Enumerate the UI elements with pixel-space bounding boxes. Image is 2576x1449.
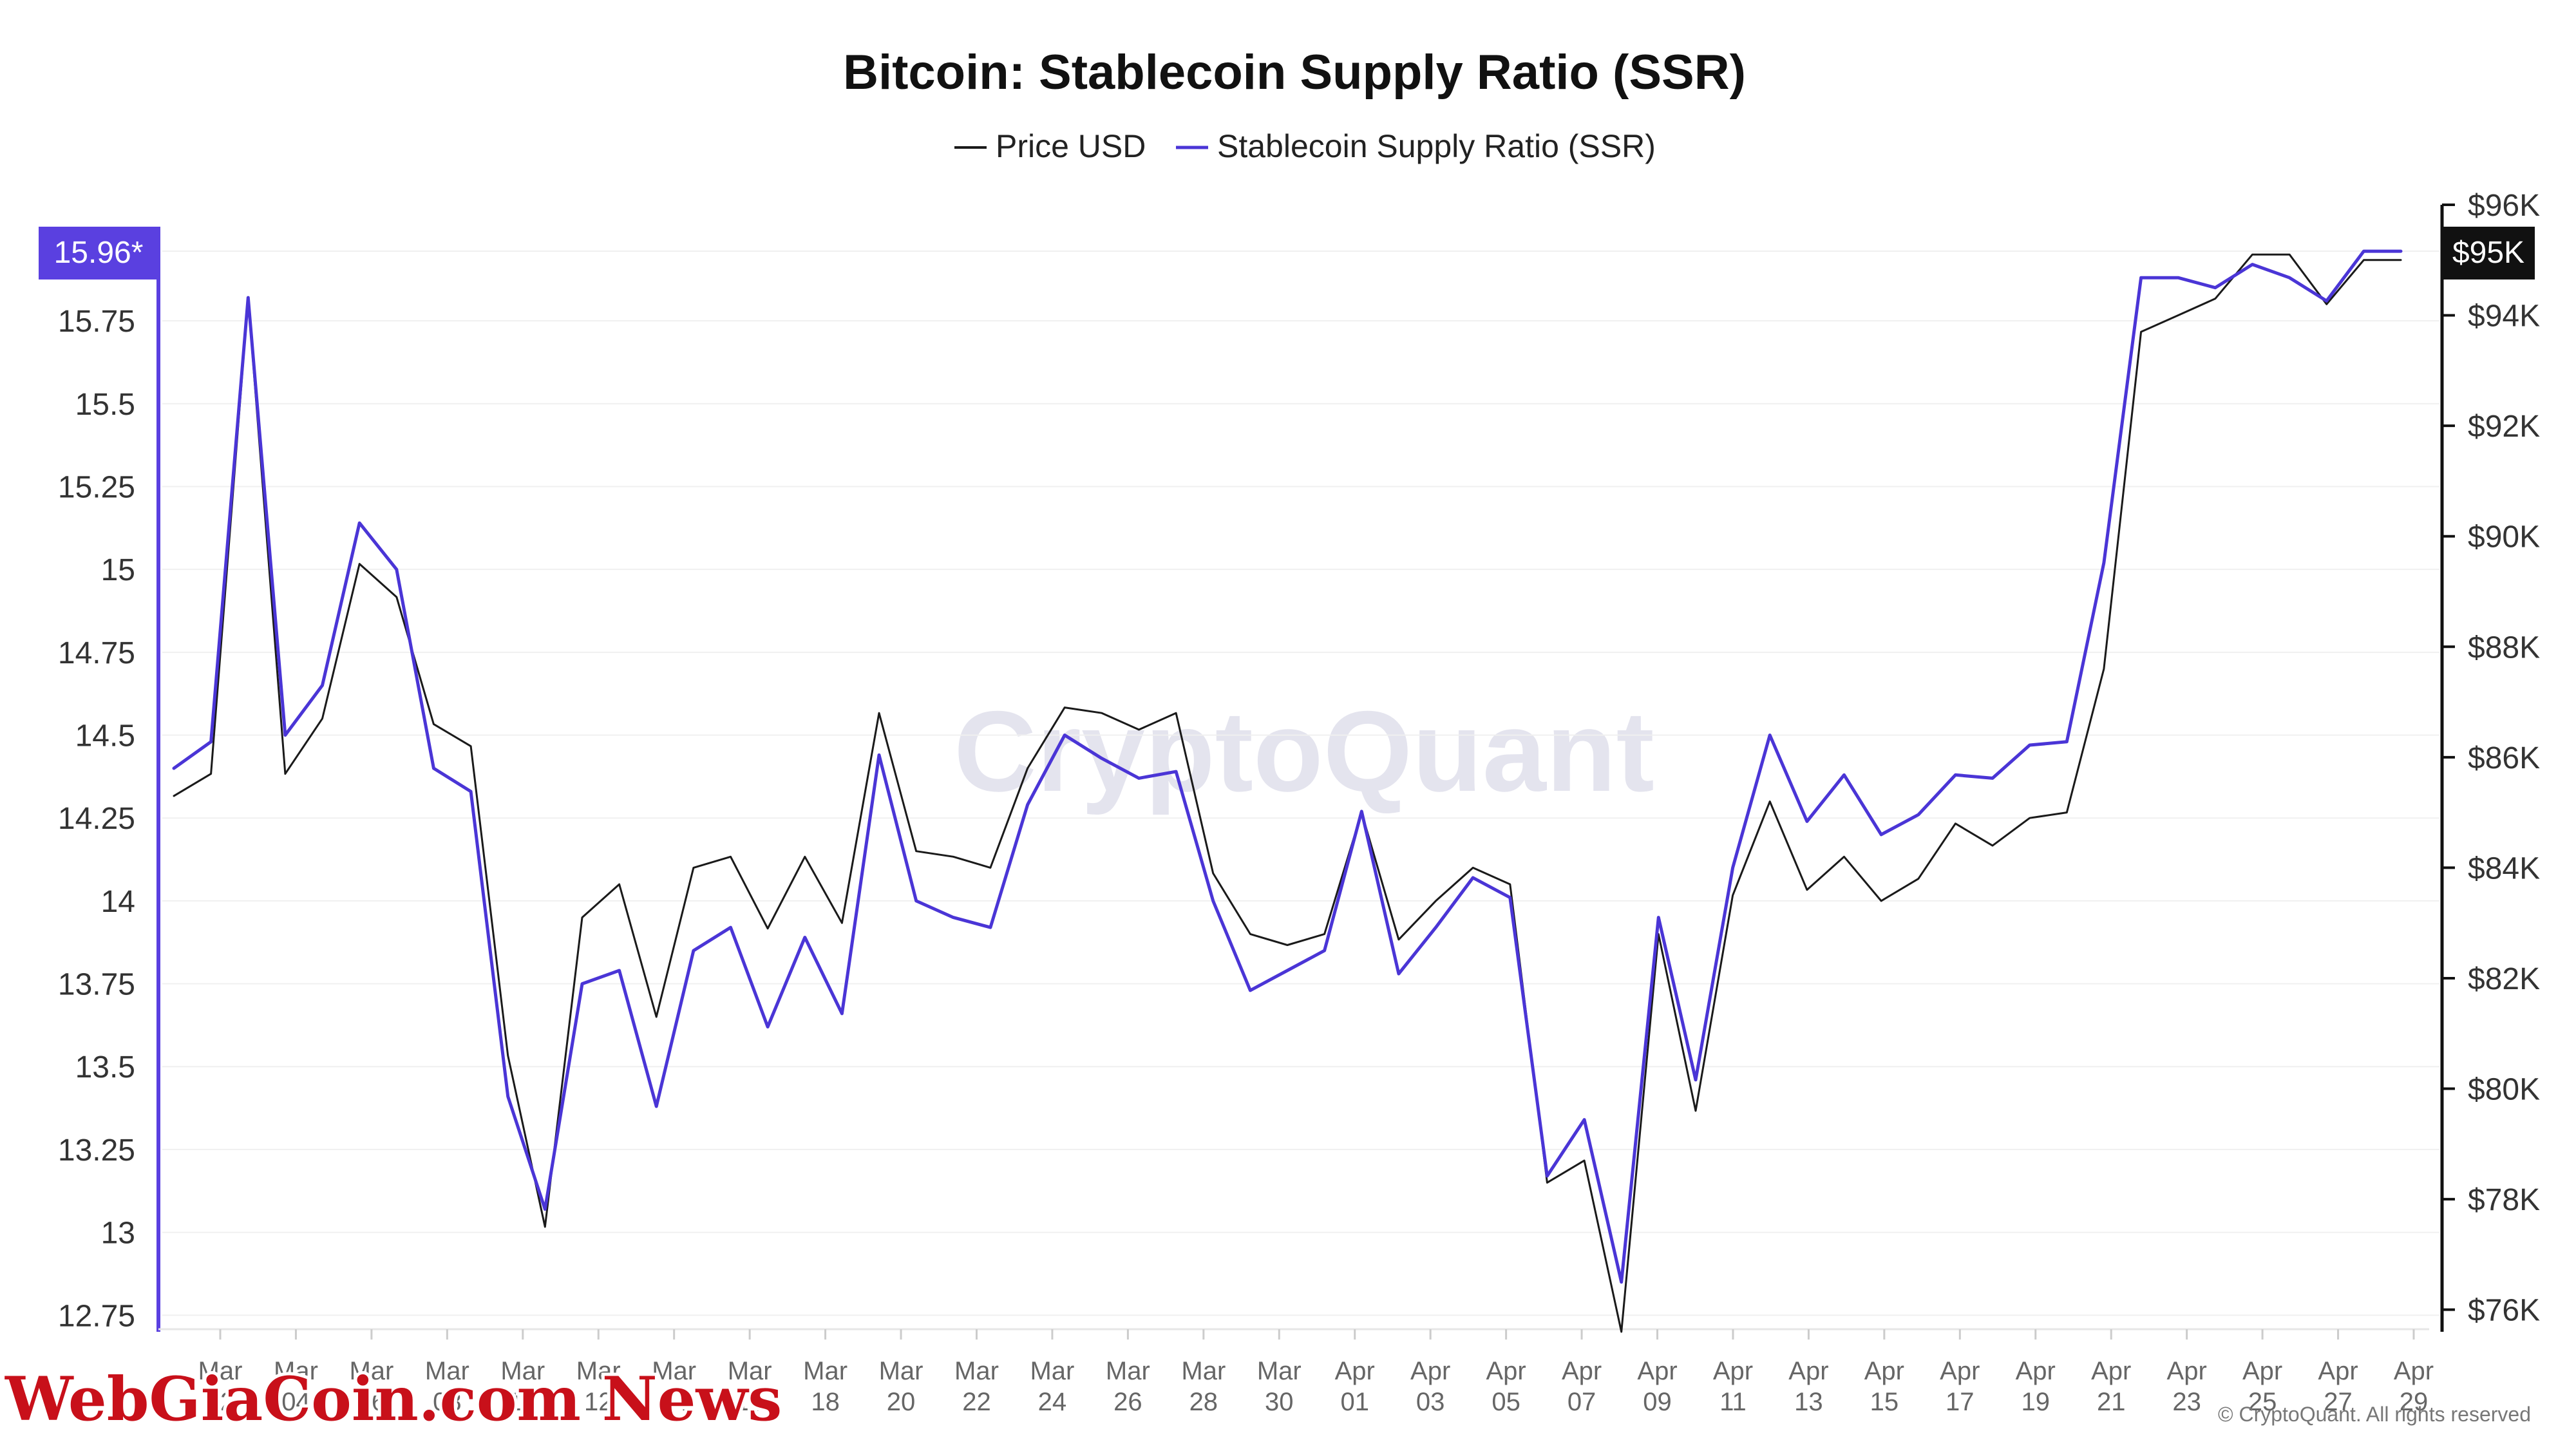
right-tick-label: $90K bbox=[2468, 520, 2540, 554]
x-tick-label: Mar 26 bbox=[1106, 1357, 1150, 1416]
right-tick-label: $96K bbox=[2468, 189, 2540, 223]
x-tick-label: Apr 15 bbox=[1864, 1357, 1904, 1416]
right-current-badge-label: $95K bbox=[2452, 236, 2524, 270]
series-line-price bbox=[173, 253, 2402, 1333]
grid bbox=[162, 251, 2439, 1316]
x-tick-label: Mar 18 bbox=[803, 1357, 848, 1416]
left-tick-label: 15.75 bbox=[58, 305, 135, 339]
x-tick-label: Apr 19 bbox=[2016, 1357, 2056, 1416]
left-tick-label: 13 bbox=[101, 1217, 135, 1251]
left-tick-label: 15 bbox=[101, 553, 135, 587]
left-tick-label: 13.5 bbox=[75, 1050, 135, 1084]
left-tick-label: 12.75 bbox=[58, 1299, 135, 1333]
x-tick-label: Apr 05 bbox=[1486, 1357, 1526, 1416]
right-tick-label: $78K bbox=[2468, 1183, 2540, 1217]
right-tick-label: $92K bbox=[2468, 410, 2540, 444]
x-tick-label: Apr 07 bbox=[1562, 1357, 1602, 1416]
x-tick-label: Apr 01 bbox=[1335, 1357, 1375, 1416]
x-tick-label: Mar 24 bbox=[1030, 1357, 1074, 1416]
x-tick-label: Apr 17 bbox=[1940, 1357, 1980, 1416]
right-tick-label: $84K bbox=[2468, 851, 2540, 886]
left-tick-label: 13.25 bbox=[58, 1133, 135, 1168]
x-tick-label: Mar 20 bbox=[879, 1357, 923, 1416]
right-tick-label: $88K bbox=[2468, 630, 2540, 665]
right-current-badge: $95K bbox=[2442, 227, 2535, 279]
series-line-ssr bbox=[172, 249, 2403, 1284]
left-current-badge: 15.96* bbox=[39, 227, 158, 279]
x-tick-label: Mar 04 bbox=[274, 1357, 318, 1416]
x-tick-label: Mar 30 bbox=[1257, 1357, 1302, 1416]
series-layer bbox=[172, 249, 2403, 1333]
legend-label-price: Price USD bbox=[996, 128, 1146, 164]
legend: Price USD Stablecoin Supply Ratio (SSR) bbox=[954, 128, 1656, 164]
x-tick-label: Mar 14 bbox=[652, 1357, 696, 1416]
x-tick-label: Apr 03 bbox=[1410, 1357, 1450, 1416]
left-axis-ticks: 12.75 13 13.25 13.5 13.75 14 14.25 14.5 14.75 15 1… bbox=[58, 305, 135, 1333]
x-tick-label: Mar 02 bbox=[198, 1357, 243, 1416]
left-tick-label: 14.75 bbox=[58, 636, 135, 670]
left-tick-label: 15.25 bbox=[58, 471, 135, 505]
right-tick-label: $80K bbox=[2468, 1073, 2540, 1107]
x-tick-label: Mar 12 bbox=[576, 1357, 621, 1416]
x-tick-label: Mar 06 bbox=[349, 1357, 393, 1416]
x-tick-label: Apr 11 bbox=[1713, 1357, 1753, 1416]
x-tick-label: Apr 13 bbox=[1788, 1357, 1828, 1416]
x-tick-label: Mar 08 bbox=[425, 1357, 469, 1416]
overlay-logo-text: WebGiaCoin.com News bbox=[5, 1364, 782, 1435]
left-tick-label: 13.75 bbox=[58, 968, 135, 1002]
right-tick-label: $82K bbox=[2468, 962, 2540, 996]
x-tick-label: Apr 25 bbox=[2242, 1357, 2282, 1416]
x-tick-label: Apr 23 bbox=[2167, 1357, 2207, 1416]
legend-label-ssr: Stablecoin Supply Ratio (SSR) bbox=[1217, 128, 1656, 164]
left-tick-label: 14 bbox=[101, 885, 135, 919]
copyright-text: © CryptoQuant. All rights reserved bbox=[2218, 1403, 2531, 1426]
x-tick-label: Mar 22 bbox=[954, 1357, 999, 1416]
right-tick-label: $86K bbox=[2468, 741, 2540, 775]
x-tick-label: Mar 10 bbox=[500, 1357, 545, 1416]
right-tick-label: $94K bbox=[2468, 299, 2540, 334]
watermark: CryptoQuant bbox=[954, 687, 1654, 815]
left-tick-label: 14.5 bbox=[75, 719, 135, 753]
chart-title: Bitcoin: Stablecoin Supply Ratio (SSR) bbox=[843, 45, 1746, 100]
left-tick-label: 15.5 bbox=[75, 388, 135, 422]
x-axis-ticks: Mar 02 Mar 04 Mar 06 Mar 08 Mar 10 Mar 12 Mar 14 Mar 16… bbox=[198, 1329, 2434, 1416]
x-tick-label: Mar 28 bbox=[1181, 1357, 1226, 1416]
legend-item-ssr[interactable]: Stablecoin Supply Ratio (SSR) bbox=[1176, 128, 1656, 164]
legend-item-price[interactable]: Price USD bbox=[954, 128, 1146, 164]
left-tick-label: 14.25 bbox=[58, 802, 135, 836]
right-tick-label: $76K bbox=[2468, 1294, 2540, 1328]
x-tick-label: Apr 29 bbox=[2394, 1357, 2434, 1416]
x-tick-label: Apr 27 bbox=[2318, 1357, 2358, 1416]
x-tick-label: Apr 09 bbox=[1637, 1357, 1677, 1416]
x-tick-label: Mar 16 bbox=[728, 1357, 772, 1416]
left-current-badge-bg bbox=[39, 227, 158, 279]
x-tick-label: Apr 21 bbox=[2091, 1357, 2131, 1416]
left-current-badge-label: 15.96* bbox=[54, 236, 144, 270]
right-axis-ticks: $76K $78K $80K $82K $84K $86K $88K $90K $92K $94K… bbox=[2442, 189, 2540, 1328]
right-current-badge-bg bbox=[2442, 227, 2535, 279]
